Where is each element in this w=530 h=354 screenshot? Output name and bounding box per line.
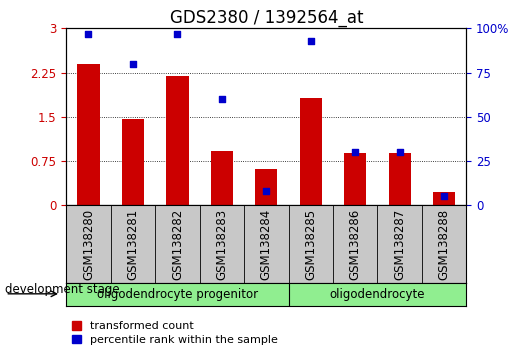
Bar <box>122 119 144 205</box>
Title: GDS2380 / 1392564_at: GDS2380 / 1392564_at <box>170 9 363 27</box>
Text: GSM138286: GSM138286 <box>349 209 362 280</box>
Text: GSM138285: GSM138285 <box>304 209 317 280</box>
Legend: transformed count, percentile rank within the sample: transformed count, percentile rank withi… <box>72 321 278 345</box>
Bar <box>388 153 411 205</box>
Text: GSM138284: GSM138284 <box>260 209 273 280</box>
Bar <box>344 153 366 205</box>
Bar <box>77 64 100 205</box>
Point <box>173 31 182 36</box>
Point <box>440 194 448 199</box>
Bar <box>211 151 233 205</box>
Point <box>84 31 93 36</box>
Text: development stage: development stage <box>5 283 120 296</box>
Point <box>129 61 137 67</box>
Bar <box>166 75 189 205</box>
Point <box>306 38 315 44</box>
Point <box>395 149 404 155</box>
Bar <box>433 192 455 205</box>
Text: oligodendrocyte progenitor: oligodendrocyte progenitor <box>97 288 258 301</box>
Text: GSM138287: GSM138287 <box>393 209 406 280</box>
Point <box>351 149 359 155</box>
Text: GSM138283: GSM138283 <box>215 209 228 280</box>
Bar <box>255 169 277 205</box>
Text: GSM138282: GSM138282 <box>171 209 184 280</box>
Text: oligodendrocyte: oligodendrocyte <box>330 288 425 301</box>
Text: GSM138281: GSM138281 <box>127 209 139 280</box>
Text: GSM138280: GSM138280 <box>82 209 95 280</box>
Bar <box>299 98 322 205</box>
Point <box>218 96 226 102</box>
Text: GSM138288: GSM138288 <box>438 209 450 280</box>
Point <box>262 188 270 194</box>
